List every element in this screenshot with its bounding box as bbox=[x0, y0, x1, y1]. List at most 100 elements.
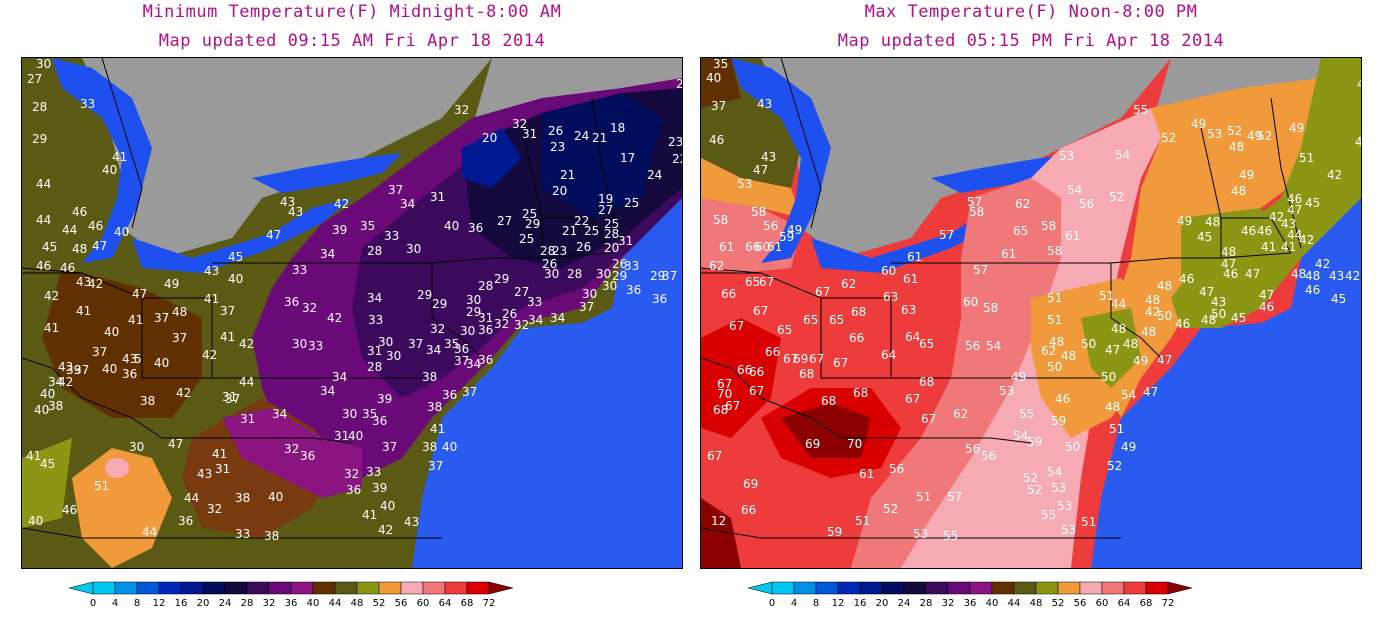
station-value: 61 bbox=[719, 240, 734, 254]
station-value: 48 bbox=[1145, 293, 1160, 307]
colorbar-swatch bbox=[312, 581, 336, 595]
station-value: 62 bbox=[1015, 197, 1030, 211]
station-value: 38 bbox=[422, 370, 437, 384]
station-value: 17 bbox=[620, 151, 635, 165]
station-value: 37 bbox=[579, 300, 594, 314]
station-value: 27 bbox=[27, 72, 42, 86]
station-value: 34 bbox=[272, 407, 287, 421]
station-value: 49 bbox=[1177, 214, 1192, 228]
station-value: 43 bbox=[1357, 77, 1361, 91]
station-value: 39 bbox=[377, 392, 392, 406]
station-value: 29 bbox=[32, 132, 47, 146]
station-value: 65 bbox=[803, 313, 818, 327]
station-value: 27 bbox=[598, 203, 613, 217]
station-value: 67 bbox=[921, 412, 936, 426]
station-value: 56 bbox=[981, 449, 996, 463]
station-value: 34 bbox=[528, 313, 543, 327]
station-value: 50 bbox=[1157, 309, 1172, 323]
colorbar-swatch bbox=[771, 581, 795, 595]
station-value: 51 bbox=[1047, 313, 1062, 327]
colorbar-tick-label: 32 bbox=[942, 598, 955, 609]
colorbar-swatch bbox=[290, 581, 314, 595]
colorbar-swatch bbox=[1057, 581, 1081, 595]
station-value: 53 bbox=[737, 177, 752, 191]
station-value: 44 bbox=[239, 375, 254, 389]
colorbar-tick-label: 8 bbox=[813, 598, 819, 609]
station-value: 43 bbox=[288, 205, 303, 219]
station-value: 39 bbox=[332, 223, 347, 237]
station-value: 40 bbox=[104, 325, 119, 339]
station-value: 36 bbox=[478, 353, 493, 367]
station-value: 37 bbox=[382, 440, 397, 454]
station-value: 30 bbox=[460, 324, 475, 338]
station-value: 25 bbox=[624, 196, 639, 210]
station-value: 61 bbox=[903, 272, 918, 286]
station-value: 67 bbox=[783, 352, 798, 366]
station-value: 47 bbox=[168, 437, 183, 451]
station-value: 62 bbox=[841, 277, 856, 291]
station-value: 48 bbox=[1291, 267, 1306, 281]
station-value: 53 bbox=[999, 384, 1014, 398]
station-value: 46 bbox=[1223, 267, 1238, 281]
canada-land bbox=[82, 58, 492, 258]
station-value: 28 bbox=[367, 244, 382, 258]
station-value: 48 bbox=[1061, 349, 1076, 363]
station-value: 34 bbox=[320, 247, 335, 261]
min-zone-20-east bbox=[542, 93, 662, 218]
station-value: 36 bbox=[478, 323, 493, 337]
station-value: 43 bbox=[204, 264, 219, 278]
station-value: 29 bbox=[494, 272, 509, 286]
colorbar-tick-label: 60 bbox=[1096, 598, 1109, 609]
station-value: 65 bbox=[1013, 224, 1028, 238]
station-value: 21 bbox=[562, 224, 577, 238]
station-value: 44 bbox=[36, 177, 51, 191]
station-value: 42 bbox=[1327, 168, 1342, 182]
station-value: 45 bbox=[228, 250, 243, 264]
station-value: 34 bbox=[466, 357, 481, 371]
station-value: 36 bbox=[468, 221, 483, 235]
min-colorbar-ticks: 0 4 8 12 16 20 24 28 32 36 40 44 48 52 56 60 64 68 72 bbox=[90, 598, 496, 609]
station-value: 46 bbox=[1257, 224, 1272, 238]
colorbar-tick-label: 48 bbox=[351, 598, 364, 609]
min-temp-map[interactable]: 30 27 28 33 29 41 40 44 46 44 44 46 40 45 48 47 46 46 43 42… bbox=[21, 57, 683, 569]
station-value: 48 bbox=[1157, 279, 1172, 293]
station-value: 67 bbox=[759, 275, 774, 289]
max-temp-map-svg: 3540433743464347535858564959616660616265… bbox=[701, 58, 1361, 568]
max-temp-map[interactable]: 3540433743464347535858564959616660616265… bbox=[700, 57, 1362, 569]
station-value: 32 bbox=[494, 317, 509, 331]
station-value: 70 bbox=[717, 387, 732, 401]
station-value: 49 bbox=[1247, 129, 1262, 143]
station-value: 29 bbox=[525, 217, 540, 231]
station-value: 47 bbox=[1221, 257, 1236, 271]
lake-ontario bbox=[252, 153, 402, 193]
station-value: 67 bbox=[729, 319, 744, 333]
station-value: 54 bbox=[1121, 388, 1136, 402]
station-value: 42 bbox=[202, 348, 217, 362]
station-value: 38 bbox=[427, 400, 442, 414]
station-value: 49 bbox=[1239, 168, 1254, 182]
station-value: 43 bbox=[76, 275, 91, 289]
min-zone-44-west bbox=[22, 438, 72, 528]
colorbar-swatch bbox=[903, 581, 927, 595]
lake-ontario bbox=[931, 153, 1081, 193]
station-value: 47 bbox=[1143, 385, 1158, 399]
station-value: 67 bbox=[809, 352, 824, 366]
station-value: 30 bbox=[466, 293, 481, 307]
station-value: 66 bbox=[721, 287, 736, 301]
station-value: 68 bbox=[713, 403, 728, 417]
station-value: 49 bbox=[1011, 370, 1026, 384]
station-value: 42 bbox=[88, 277, 103, 291]
station-value: 41 bbox=[128, 313, 143, 327]
station-value: 22 bbox=[672, 152, 682, 166]
colorbar-swatch bbox=[92, 581, 116, 595]
station-value: 51 bbox=[1299, 151, 1314, 165]
station-value: 48 bbox=[1221, 245, 1236, 259]
station-value: 34 bbox=[550, 311, 565, 325]
station-value: 62 bbox=[709, 259, 724, 273]
station-value: 67 bbox=[753, 304, 768, 318]
station-value: 31 bbox=[618, 234, 633, 248]
station-value: 60 bbox=[881, 264, 896, 278]
station-value: 54 bbox=[1115, 148, 1130, 162]
station-value: 68 bbox=[919, 375, 934, 389]
station-value: 37 bbox=[388, 183, 403, 197]
